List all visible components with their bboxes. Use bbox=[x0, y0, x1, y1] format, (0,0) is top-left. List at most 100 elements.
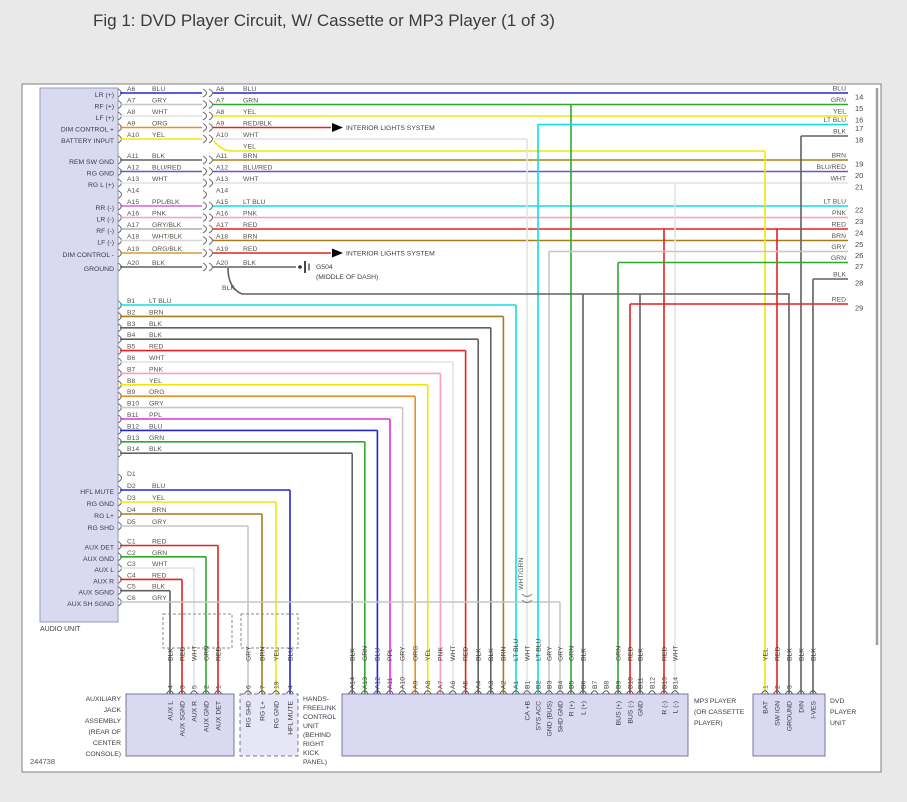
pin-bracket bbox=[202, 134, 207, 144]
pin-id: A19 bbox=[127, 246, 139, 253]
pin-id: C5 bbox=[127, 584, 136, 591]
connector-name: PLAYER) bbox=[694, 720, 723, 727]
wire-color-label: GRN bbox=[149, 435, 164, 442]
circuit-number: 22 bbox=[855, 206, 863, 215]
hfl-connector: 6 GRY RG SHD 7 BRN RG L+ 19 YEL RG GND 4 BLU HFL MU… bbox=[239, 646, 337, 766]
pin-id: A12 bbox=[375, 677, 382, 689]
pin-entry bbox=[178, 690, 186, 695]
pin-entry bbox=[258, 690, 266, 695]
pin-function-label: L (-) bbox=[672, 701, 679, 713]
pin-id: C3 bbox=[127, 561, 136, 568]
pin-id: A16 bbox=[216, 211, 228, 218]
connector-name: AUXILIARY bbox=[86, 696, 122, 703]
pin-entry bbox=[244, 690, 252, 695]
pin-id: A12 bbox=[127, 165, 139, 172]
pin-bracket bbox=[202, 190, 207, 199]
wire-color-label: RED bbox=[149, 344, 163, 351]
wire-color-label: BRN bbox=[152, 507, 166, 514]
connector-name: MP3 PLAYER bbox=[694, 698, 736, 705]
wire-color-label: ORG bbox=[149, 389, 164, 396]
connector-name: (OR CASSETTE bbox=[694, 709, 745, 716]
circuit-label: LF (-) bbox=[97, 240, 114, 247]
wire-color-label: RED bbox=[832, 222, 846, 229]
pin-bracket bbox=[208, 213, 213, 222]
audio-rows-b: B1 LT BLU B2 BRN B3 BLK B4 BLK B5 RED B6 WHT B7 PNK B8… bbox=[117, 298, 517, 694]
wire-color-label: BLK bbox=[152, 153, 165, 160]
pin-id: B12 bbox=[649, 677, 656, 689]
pin-entry bbox=[398, 690, 407, 695]
pin-bracket bbox=[202, 224, 207, 234]
wire-color-label: RED bbox=[152, 539, 166, 546]
wire-color-label: BLK bbox=[475, 648, 482, 661]
wire-color-label: LT BLU bbox=[149, 298, 172, 305]
pin-id: A7 bbox=[438, 680, 445, 689]
connector-name: DVD bbox=[830, 698, 844, 705]
pin-bracket bbox=[117, 190, 122, 199]
circuit-number: 18 bbox=[855, 136, 863, 145]
pin-function-label: GROUND bbox=[786, 701, 793, 731]
pin-id: B3 bbox=[127, 321, 136, 328]
pin-entry bbox=[761, 690, 769, 695]
pin-id: A10 bbox=[127, 132, 139, 139]
dvd-connector: 1 YEL BAT 2 RED SW IGN 3 BLK GROUND BLK DIN BLK I-VE… bbox=[752, 647, 856, 757]
pin-id: A12 bbox=[216, 165, 228, 172]
pin-id: A1 bbox=[513, 680, 520, 689]
wire-color-label: RED bbox=[243, 222, 257, 229]
wire bbox=[213, 140, 765, 152]
wire-color-label: BRN bbox=[149, 309, 163, 316]
pin-entry bbox=[660, 690, 668, 695]
circuit-label: RG L+ bbox=[94, 513, 114, 520]
pin-entry bbox=[602, 690, 610, 695]
pin-function-label: SYS ACC bbox=[535, 701, 542, 731]
wire-color-label: BLK bbox=[149, 321, 162, 328]
wire-color-label: YEL bbox=[152, 132, 165, 139]
pin-id: A14 bbox=[127, 188, 139, 195]
splice-icon bbox=[521, 599, 533, 604]
ground-location: (MIDDLE OF DASH) bbox=[316, 274, 378, 281]
pin-entry bbox=[523, 690, 531, 695]
wire-color-label: GRY bbox=[149, 401, 164, 408]
pin-bracket bbox=[202, 155, 207, 165]
wire-color-label: BLK bbox=[167, 648, 174, 661]
wire-color-label: PPL bbox=[149, 412, 162, 419]
audio-rows-c: C1 AUX DET RED C2 AUX GND GRN C3 AUX L WHT C4 AUX … bbox=[67, 539, 561, 694]
pin-id: 19 bbox=[273, 681, 280, 689]
wire-color-label: GRN bbox=[362, 646, 369, 661]
wire-color-label: BRN bbox=[259, 647, 266, 661]
wire-color-label: GRY bbox=[400, 646, 407, 661]
pin-id: B8 bbox=[603, 680, 610, 689]
circuit-label: AUX R bbox=[93, 578, 114, 585]
pin-entry bbox=[486, 690, 495, 695]
connector-name: PLAYER bbox=[830, 709, 856, 716]
wire-color-label: YEL bbox=[762, 648, 769, 661]
pin-entry bbox=[636, 690, 644, 695]
pin-entry bbox=[348, 690, 356, 695]
circuit-label: RG GND bbox=[87, 171, 114, 178]
wire-color-label: PNK bbox=[149, 366, 163, 373]
pin-function-label: BUS (-) bbox=[627, 701, 634, 724]
wire-color-label: BLU bbox=[287, 648, 294, 661]
pin-id: A6 bbox=[450, 680, 457, 689]
pin-bracket bbox=[208, 262, 213, 272]
pin-id: A18 bbox=[216, 234, 228, 241]
pin-id: 2 bbox=[774, 685, 781, 689]
hfl-box bbox=[239, 693, 299, 757]
pin-entry bbox=[785, 690, 793, 695]
pin-entry bbox=[556, 690, 564, 695]
wire-color-label: YEL bbox=[152, 495, 165, 502]
circuit-label: LR (+) bbox=[95, 92, 114, 99]
pin-entry bbox=[202, 690, 210, 695]
pin-bracket bbox=[202, 201, 207, 211]
wire-color-label: GRN bbox=[243, 98, 258, 105]
circuit-number: 29 bbox=[855, 304, 863, 313]
pin-id: A20 bbox=[216, 260, 228, 267]
wire-color-label: LT BLU bbox=[513, 638, 520, 661]
pin-id: B7 bbox=[592, 680, 599, 689]
pin-bracket bbox=[202, 213, 207, 222]
pin-bracket bbox=[208, 201, 213, 211]
wire-color-label: BLU bbox=[833, 86, 846, 93]
circuit-label: AUX L bbox=[94, 567, 114, 574]
pin-id: A9 bbox=[127, 121, 136, 128]
circuit-label: RG L (+) bbox=[88, 182, 114, 189]
pin-bracket bbox=[208, 248, 213, 258]
